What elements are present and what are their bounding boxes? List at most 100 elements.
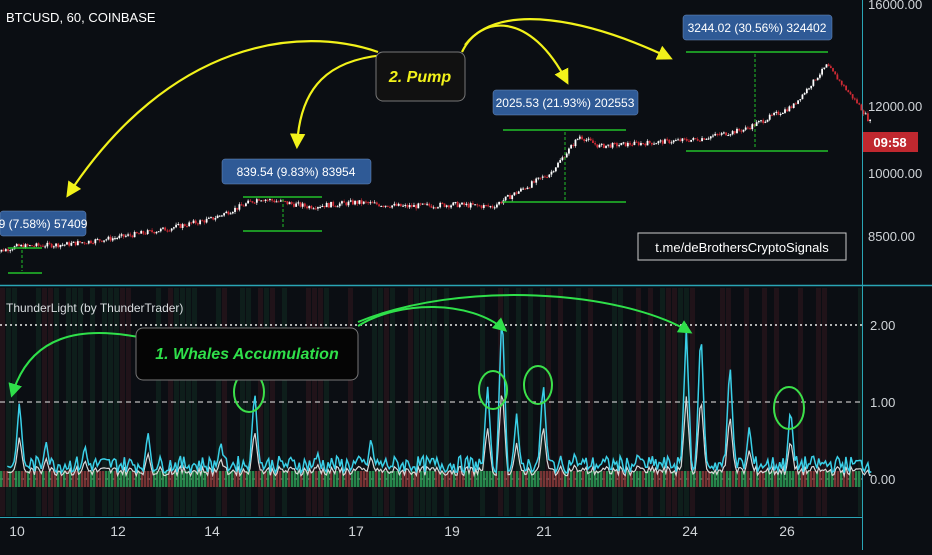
telegram-link[interactable]: t.me/deBrothersCryptoSignals [638, 233, 846, 260]
histogram-bar [147, 471, 149, 487]
measure-label-2: 839.54 (9.83%) 83954 [222, 159, 371, 184]
histogram-bar [435, 471, 437, 487]
candle-body [804, 93, 806, 95]
histogram-bar [432, 471, 434, 487]
histogram-bar [222, 471, 224, 487]
histogram-bar [753, 471, 755, 487]
histogram-bar [102, 471, 104, 487]
candle-body [57, 244, 59, 248]
candle-body [27, 244, 29, 245]
histogram-bar [384, 471, 386, 487]
candle-body [780, 114, 782, 115]
candle-body [84, 242, 86, 243]
candle-body [614, 143, 616, 144]
candle-body [559, 160, 561, 163]
candle-body [585, 140, 587, 141]
candle-body [241, 204, 243, 205]
candle-body [826, 64, 828, 67]
histogram-bar [855, 471, 857, 487]
price-scale[interactable]: 16000.00 12000.00 10000.00 8500.00 [868, 0, 922, 244]
candle-body [555, 167, 557, 171]
candle-body [701, 138, 703, 141]
histogram-bar [672, 471, 674, 487]
whales-callout[interactable]: 1. Whales Accumulation [136, 328, 358, 380]
time-scale[interactable]: 10 12 14 17 19 21 24 26 [9, 523, 795, 539]
candle-body [228, 212, 230, 215]
candle-body [101, 241, 103, 242]
candle-body [158, 231, 160, 232]
histogram-bar [660, 471, 662, 487]
candle-body [230, 213, 232, 214]
candle-body [138, 233, 140, 234]
candle-body [156, 232, 158, 233]
candle-body [9, 250, 11, 251]
candle-body [692, 138, 694, 140]
candle-body [391, 205, 393, 207]
candle-body [620, 143, 622, 145]
pump-callout[interactable]: 2. Pump [376, 52, 465, 101]
candle-body [607, 145, 609, 146]
candle-body [812, 80, 814, 86]
candle-body [99, 239, 101, 241]
histogram-bar [480, 471, 482, 487]
candle-body [860, 104, 862, 110]
candle-body [160, 229, 162, 231]
histogram-bar [582, 471, 584, 487]
candle-body [424, 204, 426, 205]
candle-body [839, 80, 841, 81]
histogram-bar [114, 471, 116, 487]
candle-body [640, 143, 642, 145]
svg-text:09:58: 09:58 [873, 135, 906, 150]
candle-body [193, 221, 195, 223]
candle-body [46, 243, 48, 247]
candle-body [77, 241, 79, 245]
candle-body [858, 103, 860, 104]
candle-body [638, 142, 640, 145]
histogram-bar [705, 471, 707, 487]
histogram-bar [393, 471, 395, 487]
candle-body [653, 144, 655, 145]
indicator-scale[interactable]: 2.00 1.00 0.00 [870, 318, 895, 487]
candle-body [500, 202, 502, 203]
histogram-bar [84, 471, 86, 487]
candle-body [426, 204, 428, 205]
candle-body [609, 145, 611, 148]
candle-body [88, 241, 90, 244]
candle-body [489, 206, 491, 207]
candle-body [561, 157, 563, 160]
candle-body [513, 192, 515, 195]
candle-body [699, 141, 701, 142]
histogram-bar [24, 471, 26, 487]
histogram-bar [315, 471, 317, 487]
svg-text:2025.53 (21.93%) 202553: 2025.53 (21.93%) 202553 [496, 96, 635, 110]
histogram-bar [45, 471, 47, 487]
candle-body [293, 204, 295, 207]
candle-body [313, 208, 315, 209]
histogram-bar [813, 471, 815, 487]
candle-body [651, 143, 653, 145]
candle-body [332, 202, 334, 206]
candle-body [806, 89, 808, 93]
candle-body [308, 206, 310, 208]
time-tick-label: 26 [779, 523, 795, 539]
histogram-bar [852, 471, 854, 487]
histogram-bar [99, 471, 101, 487]
candle-body [468, 204, 470, 208]
histogram-bar [225, 471, 227, 487]
candle-body [553, 171, 555, 172]
candle-body [714, 134, 716, 136]
histogram-bar [318, 471, 320, 487]
candle-body [738, 129, 740, 131]
histogram-bar [360, 471, 362, 487]
candle-body [572, 145, 574, 146]
candle-body [79, 241, 81, 242]
histogram-bar [606, 471, 608, 487]
histogram-bar [378, 471, 380, 487]
candle-body [481, 206, 483, 208]
histogram-bar [459, 471, 461, 487]
candle-body [795, 103, 797, 104]
candle-body [703, 138, 705, 140]
measure-label-3: 2025.53 (21.93%) 202553 [493, 90, 638, 115]
